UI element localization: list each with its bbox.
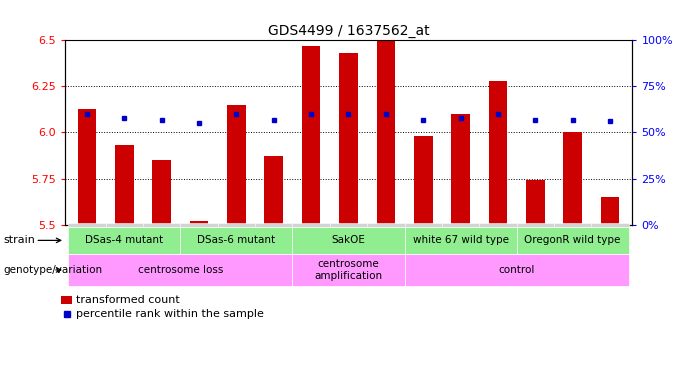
Bar <box>563 132 582 225</box>
Bar <box>180 223 218 227</box>
Bar <box>600 197 619 225</box>
Bar <box>152 160 171 225</box>
Text: transformed count: transformed count <box>76 295 180 305</box>
Bar <box>330 223 367 227</box>
Text: SakOE: SakOE <box>332 235 365 245</box>
Bar <box>339 53 358 225</box>
Text: DSas-4 mutant: DSas-4 mutant <box>85 235 163 245</box>
Text: control: control <box>498 265 534 275</box>
Bar <box>115 146 134 225</box>
Text: white 67 wild type: white 67 wild type <box>413 235 509 245</box>
Text: genotype/variation: genotype/variation <box>3 265 103 275</box>
Bar <box>292 254 405 286</box>
Bar <box>405 227 517 254</box>
Bar <box>180 227 292 254</box>
Bar <box>452 114 470 225</box>
Title: GDS4499 / 1637562_at: GDS4499 / 1637562_at <box>268 24 429 38</box>
Bar <box>517 227 629 254</box>
Bar <box>377 40 395 225</box>
Bar <box>218 223 255 227</box>
Bar <box>190 221 208 225</box>
Bar <box>143 223 180 227</box>
Bar <box>489 81 507 225</box>
Text: strain: strain <box>3 235 35 245</box>
Text: percentile rank within the sample: percentile rank within the sample <box>76 310 264 319</box>
Bar <box>78 109 97 225</box>
Bar <box>592 223 629 227</box>
Text: centrosome loss: centrosome loss <box>138 265 223 275</box>
Bar <box>302 46 320 225</box>
Bar <box>227 105 245 225</box>
Bar <box>367 223 405 227</box>
Bar <box>414 136 432 225</box>
Bar <box>105 223 143 227</box>
Bar <box>61 296 72 304</box>
Bar <box>68 227 180 254</box>
Bar <box>517 223 554 227</box>
Text: DSas-6 mutant: DSas-6 mutant <box>197 235 275 245</box>
Bar <box>442 223 479 227</box>
Bar <box>68 223 105 227</box>
Bar <box>554 223 592 227</box>
Bar <box>292 223 330 227</box>
Text: OregonR wild type: OregonR wild type <box>524 235 621 245</box>
Bar <box>265 156 283 225</box>
Bar <box>479 223 517 227</box>
Bar <box>68 254 292 286</box>
Text: centrosome
amplification: centrosome amplification <box>314 259 383 281</box>
Bar <box>405 254 629 286</box>
Bar <box>255 223 292 227</box>
Bar <box>405 223 442 227</box>
Bar <box>292 227 405 254</box>
Bar <box>526 180 545 225</box>
